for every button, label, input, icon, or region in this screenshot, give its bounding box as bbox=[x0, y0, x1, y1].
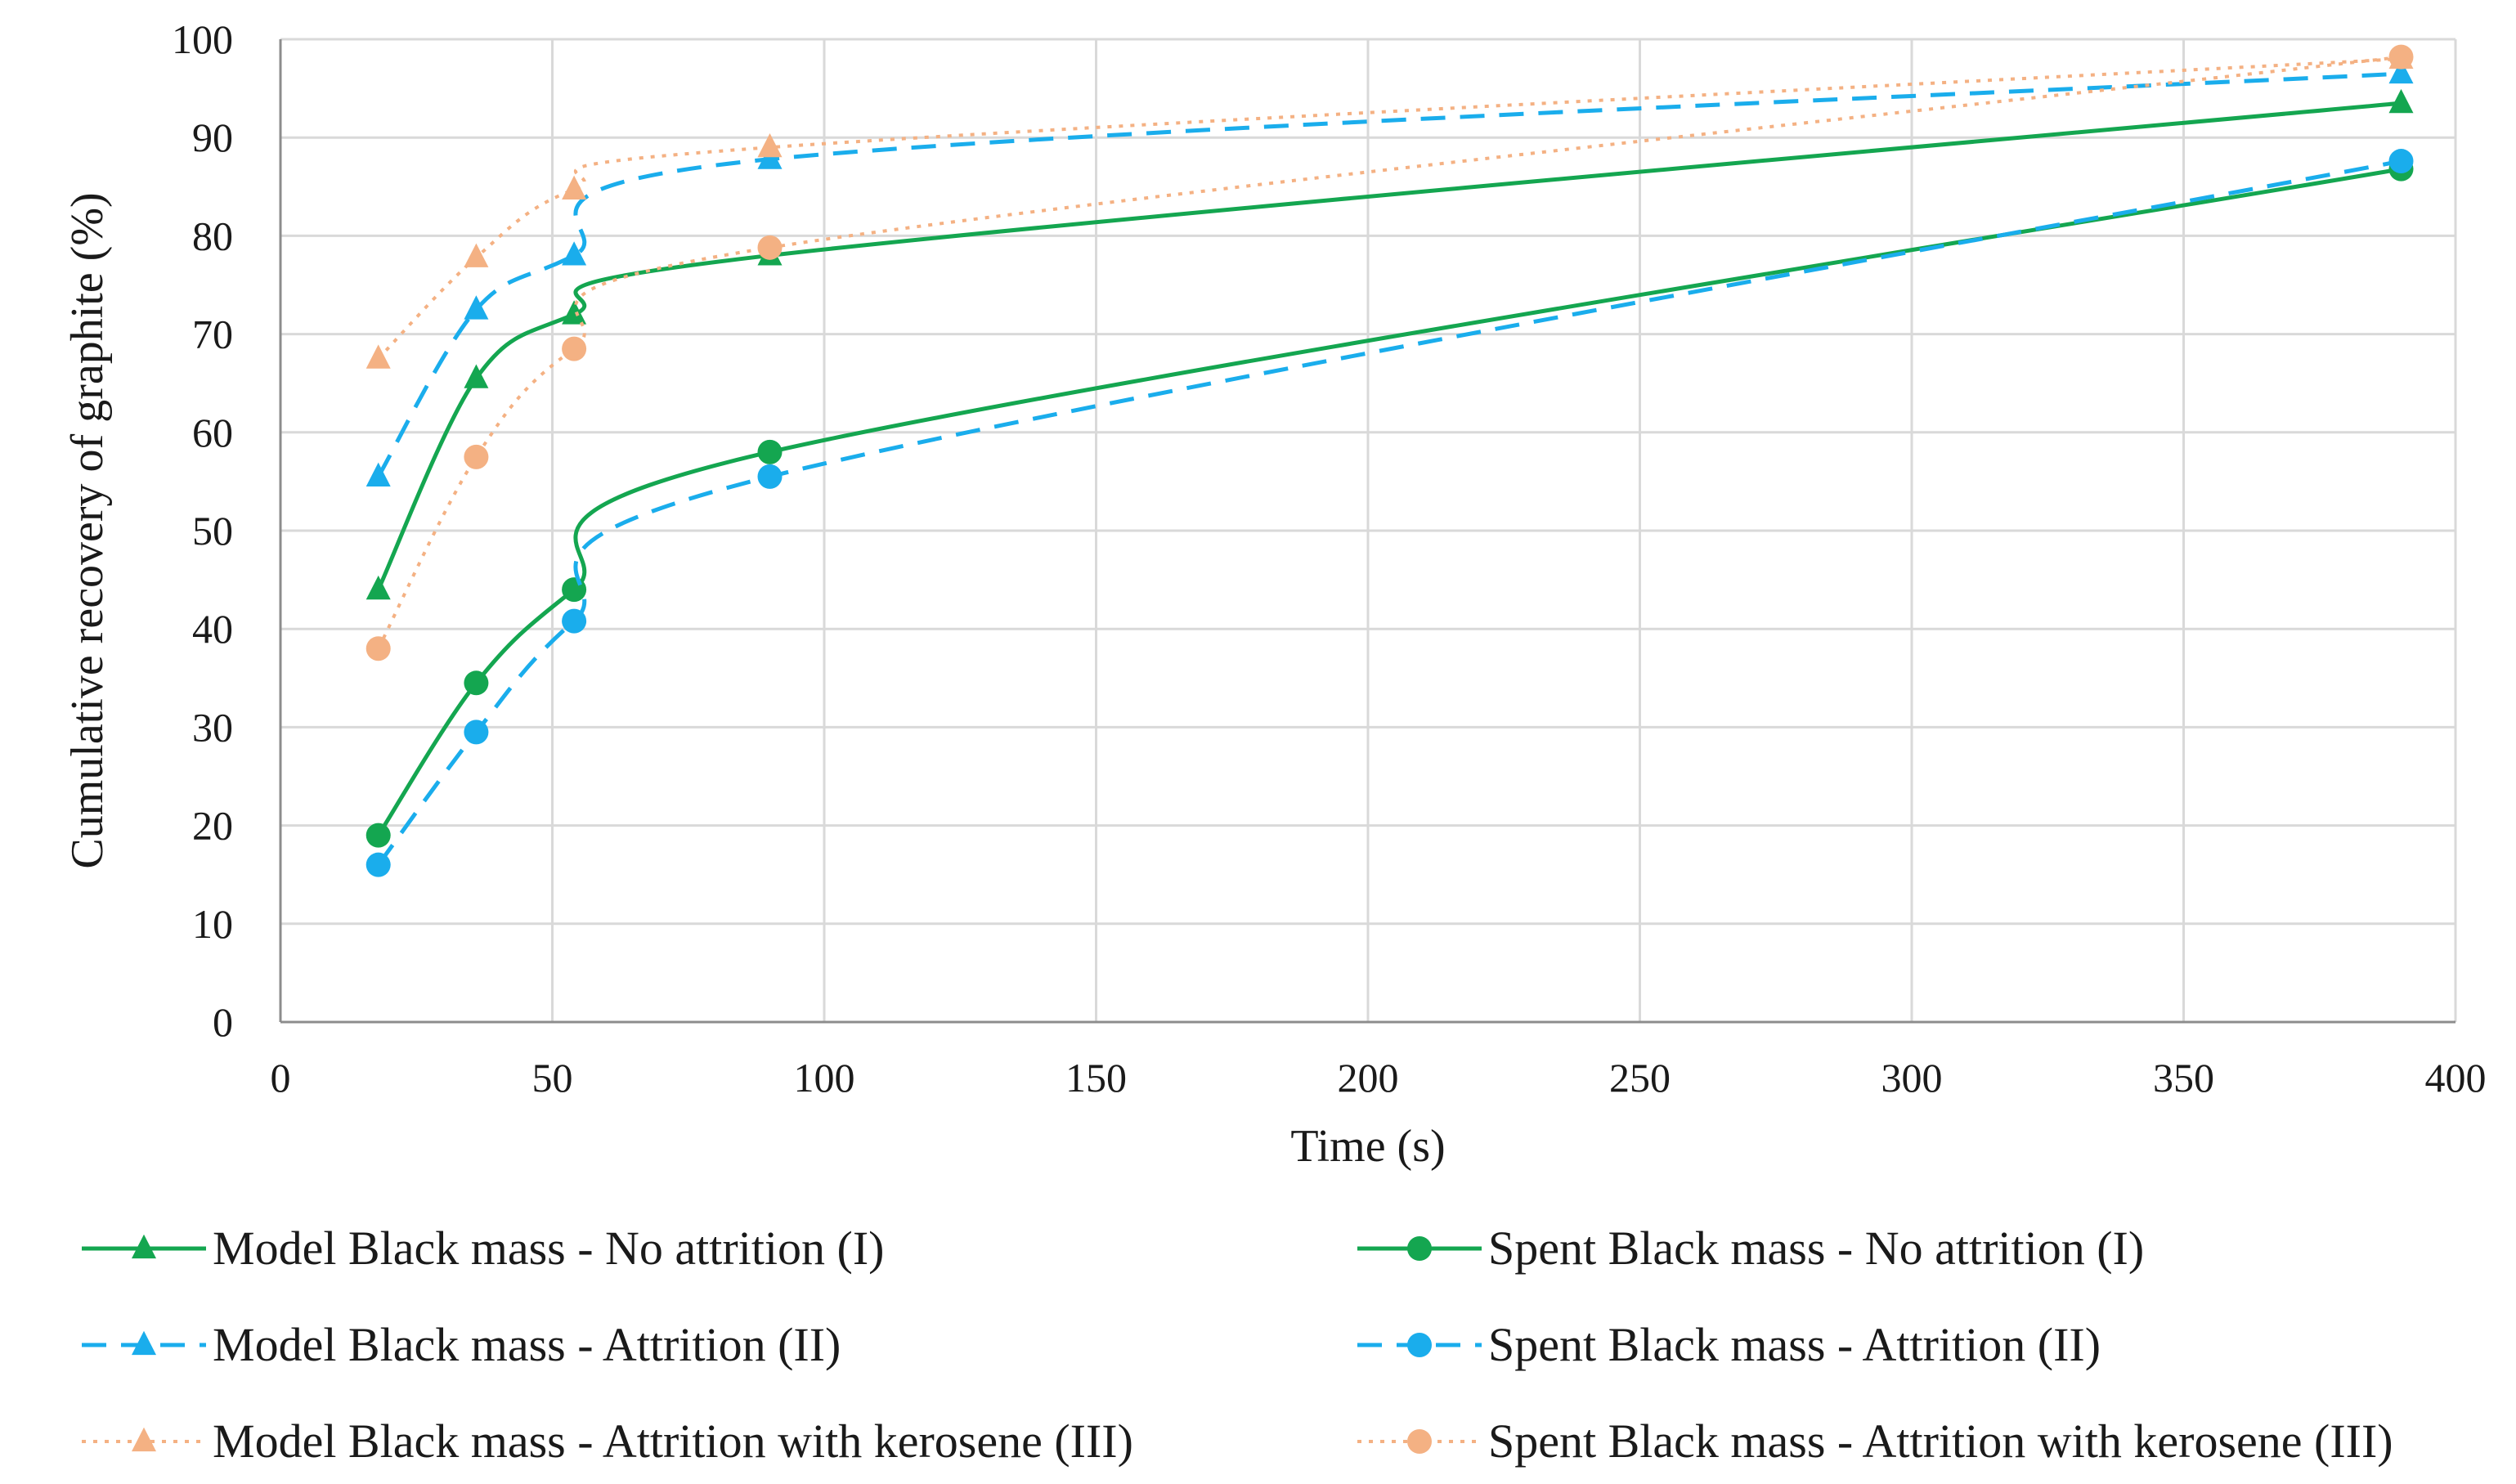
legend-marker bbox=[132, 1330, 156, 1356]
legend-marker bbox=[132, 1427, 156, 1452]
series-6 bbox=[366, 44, 2414, 661]
data-point bbox=[464, 444, 489, 469]
data-point bbox=[464, 295, 489, 320]
data-point bbox=[2388, 88, 2414, 114]
x-tick-label: 100 bbox=[794, 1055, 855, 1101]
data-point bbox=[562, 300, 587, 325]
data-point bbox=[464, 364, 489, 388]
series-line bbox=[376, 55, 2402, 650]
legend-item: Model Black mass - Attrition (II) bbox=[82, 1318, 841, 1371]
data-point bbox=[2388, 44, 2414, 69]
x-tick-label: 200 bbox=[1338, 1055, 1399, 1101]
legend-item: Spent Black mass - Attrition (II) bbox=[1357, 1318, 2101, 1371]
series-5 bbox=[366, 44, 2414, 369]
series-1 bbox=[366, 88, 2414, 600]
x-tick-label: 50 bbox=[532, 1055, 573, 1101]
x-tick-label: 250 bbox=[1609, 1055, 1671, 1101]
series-line bbox=[376, 101, 2402, 591]
series-line bbox=[377, 57, 2402, 361]
data-point bbox=[562, 241, 587, 266]
y-tick-label: 30 bbox=[192, 704, 233, 750]
data-point bbox=[757, 235, 783, 260]
y-tick-label: 80 bbox=[192, 213, 233, 258]
x-tick-label: 400 bbox=[2425, 1055, 2487, 1101]
legend-item: Model Black mass - No attrition (I) bbox=[82, 1222, 885, 1275]
legend-label: Spent Black mass - No attrition (I) bbox=[1488, 1222, 2144, 1275]
data-point bbox=[757, 464, 783, 489]
x-tick-label: 0 bbox=[271, 1055, 291, 1101]
x-axis-title: Time (s) bbox=[1290, 1121, 1445, 1172]
data-point bbox=[366, 575, 391, 600]
data-point bbox=[562, 577, 587, 603]
x-tick-label: 150 bbox=[1065, 1055, 1127, 1101]
x-tick-label: 350 bbox=[2153, 1055, 2214, 1101]
legend-marker bbox=[132, 1234, 156, 1259]
data-point bbox=[2388, 149, 2414, 174]
legend-marker bbox=[1407, 1333, 1432, 1357]
legend-item: Model Black mass - Attrition with kerose… bbox=[82, 1415, 1133, 1468]
y-tick-label: 60 bbox=[192, 410, 233, 455]
gridlines bbox=[280, 38, 2457, 1022]
data-point bbox=[562, 336, 587, 361]
data-point bbox=[757, 439, 783, 464]
y-tick-label: 10 bbox=[192, 901, 233, 947]
legend-marker bbox=[1407, 1236, 1432, 1261]
axis-titles: Time (s) Cumulative recovery of graphite… bbox=[62, 192, 1446, 1172]
series-line bbox=[376, 71, 2402, 478]
y-tick-label: 100 bbox=[172, 16, 233, 62]
legend-label: Model Black mass - Attrition with kerose… bbox=[213, 1415, 1133, 1468]
series-3 bbox=[366, 59, 2414, 486]
data-series bbox=[366, 44, 2414, 877]
y-tick-label: 20 bbox=[192, 803, 233, 849]
tick-labels: 0 10 20 30 40 50 60 70 80 90 100 0 50 100 150 200 250 300… bbox=[172, 16, 2487, 1101]
y-tick-label: 40 bbox=[192, 606, 233, 652]
y-tick-label: 90 bbox=[192, 114, 233, 160]
data-point bbox=[366, 462, 391, 486]
data-point bbox=[464, 720, 489, 745]
data-point bbox=[464, 243, 489, 267]
data-point bbox=[757, 132, 783, 158]
series-4 bbox=[366, 149, 2414, 877]
legend-item: Spent Black mass - No attrition (I) bbox=[1357, 1222, 2144, 1275]
legend-item: Spent Black mass - Attrition with kerose… bbox=[1357, 1415, 2393, 1468]
data-point bbox=[366, 823, 391, 848]
data-point bbox=[2388, 59, 2414, 84]
data-point bbox=[366, 344, 391, 369]
data-point bbox=[366, 636, 391, 661]
legend: Model Black mass - No attrition (I) Spent… bbox=[82, 1222, 2393, 1468]
legend-label: Model Black mass - No attrition (I) bbox=[213, 1222, 885, 1275]
y-tick-label: 0 bbox=[213, 999, 233, 1045]
data-point bbox=[562, 608, 587, 634]
legend-label: Spent Black mass - Attrition with kerose… bbox=[1488, 1415, 2393, 1468]
data-point bbox=[366, 852, 391, 877]
legend-marker bbox=[1407, 1429, 1432, 1454]
data-point bbox=[562, 175, 587, 200]
y-tick-label: 70 bbox=[192, 312, 233, 357]
series-line bbox=[376, 167, 2402, 836]
y-tick-label: 50 bbox=[192, 508, 233, 554]
x-tick-label: 300 bbox=[1881, 1055, 1943, 1101]
series-2 bbox=[366, 156, 2414, 848]
axes bbox=[279, 39, 2455, 1024]
data-point bbox=[464, 670, 489, 696]
legend-label: Spent Black mass - Attrition (II) bbox=[1488, 1318, 2101, 1371]
legend-label: Model Black mass - Attrition (II) bbox=[213, 1318, 841, 1371]
y-axis-title: Cumulative recovery of graphite (%) bbox=[62, 192, 113, 868]
